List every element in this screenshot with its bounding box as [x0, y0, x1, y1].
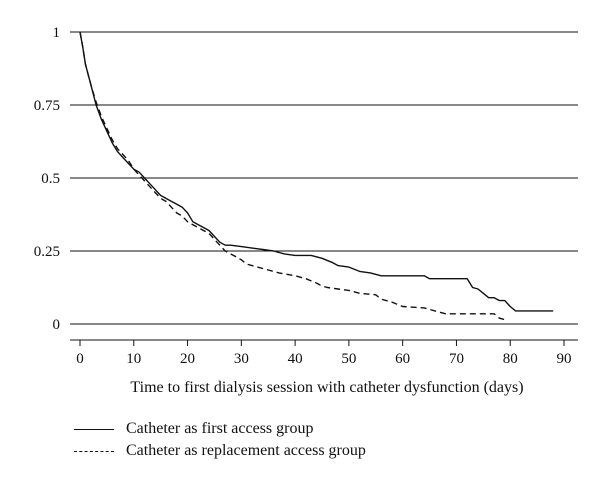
legend-label-replacement-access: Catheter as replacement access group — [126, 442, 366, 459]
legend: Catheter as first access group Catheter … — [74, 418, 366, 462]
y-tick-label: 0.75 — [34, 98, 60, 114]
y-tick-label: 0.5 — [41, 171, 60, 187]
x-tick-label: 30 — [234, 351, 249, 367]
x-tick-label: 90 — [557, 351, 572, 367]
series-line-replacement-access — [79, 31, 505, 321]
x-tick-label: 70 — [449, 351, 464, 367]
x-tick-label: 20 — [180, 351, 195, 367]
x-axis: 0 10 20 30 40 50 60 70 80 90 — [70, 339, 578, 367]
series-line-first-access — [79, 31, 554, 312]
x-tick-label: 10 — [126, 351, 141, 367]
y-tick-label: 0 — [53, 317, 61, 333]
line-chart: 0 0.25 0.5 0.75 1 0 10 20 30 40 50 60 70 80 90 Time t… — [34, 25, 578, 396]
series-lines — [79, 31, 554, 321]
x-tick-label: 60 — [395, 351, 410, 367]
x-tick-label: 80 — [503, 351, 518, 367]
y-tick-label: 0.25 — [34, 244, 60, 260]
legend-dashed-line-swatch — [74, 450, 114, 452]
x-tick-label: 40 — [288, 351, 303, 367]
legend-label-first-access: Catheter as first access group — [126, 420, 314, 437]
legend-solid-line-swatch — [74, 428, 114, 430]
legend-item-replacement-access: Catheter as replacement access group — [74, 440, 366, 462]
x-axis-label: Time to first dialysis session with cath… — [130, 379, 523, 396]
grid-lines: 0 0.25 0.5 0.75 1 — [34, 25, 578, 333]
y-tick-label: 1 — [53, 25, 61, 41]
x-tick-label: 50 — [341, 351, 356, 367]
legend-item-first-access: Catheter as first access group — [74, 418, 366, 440]
x-tick-label: 0 — [76, 351, 84, 367]
